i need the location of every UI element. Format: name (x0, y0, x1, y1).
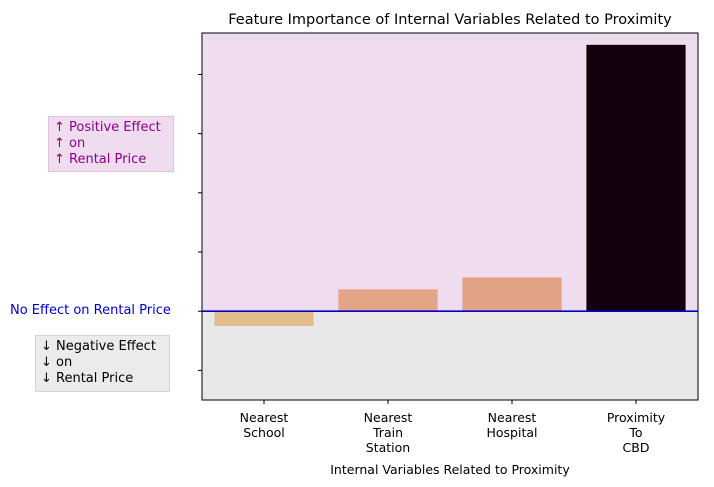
bars-group (214, 44, 686, 327)
positive-effect-callout: ↑ Positive Effect ↑ on ↑ Rental Price (48, 116, 174, 172)
chart-title: Feature Importance of Internal Variables… (228, 12, 672, 28)
zero-line-label: No Effect on Rental Price (10, 303, 171, 318)
x-tick-label: Proximity To CBD (607, 410, 666, 455)
bar-nearest-hospital (462, 277, 562, 312)
bar-nearest-school (214, 311, 314, 327)
bar-nearest-train-station (338, 289, 438, 312)
y-ticks-group (198, 73, 202, 371)
x-axis-label: Internal Variables Related to Proximity (330, 462, 570, 477)
x-ticks-group: Nearest School Nearest Train Station Nearest H… (240, 400, 666, 455)
x-tick-label: Nearest Hospital (486, 410, 537, 440)
bar-proximity-to-cbd (586, 44, 686, 312)
plot-frame (201, 32, 699, 401)
x-tick-label: Nearest Train Station (364, 410, 413, 455)
negative-effect-callout: ↓ Negative Effect ↓ on ↓ Rental Price (35, 335, 170, 392)
x-tick-label: Nearest School (240, 410, 289, 440)
